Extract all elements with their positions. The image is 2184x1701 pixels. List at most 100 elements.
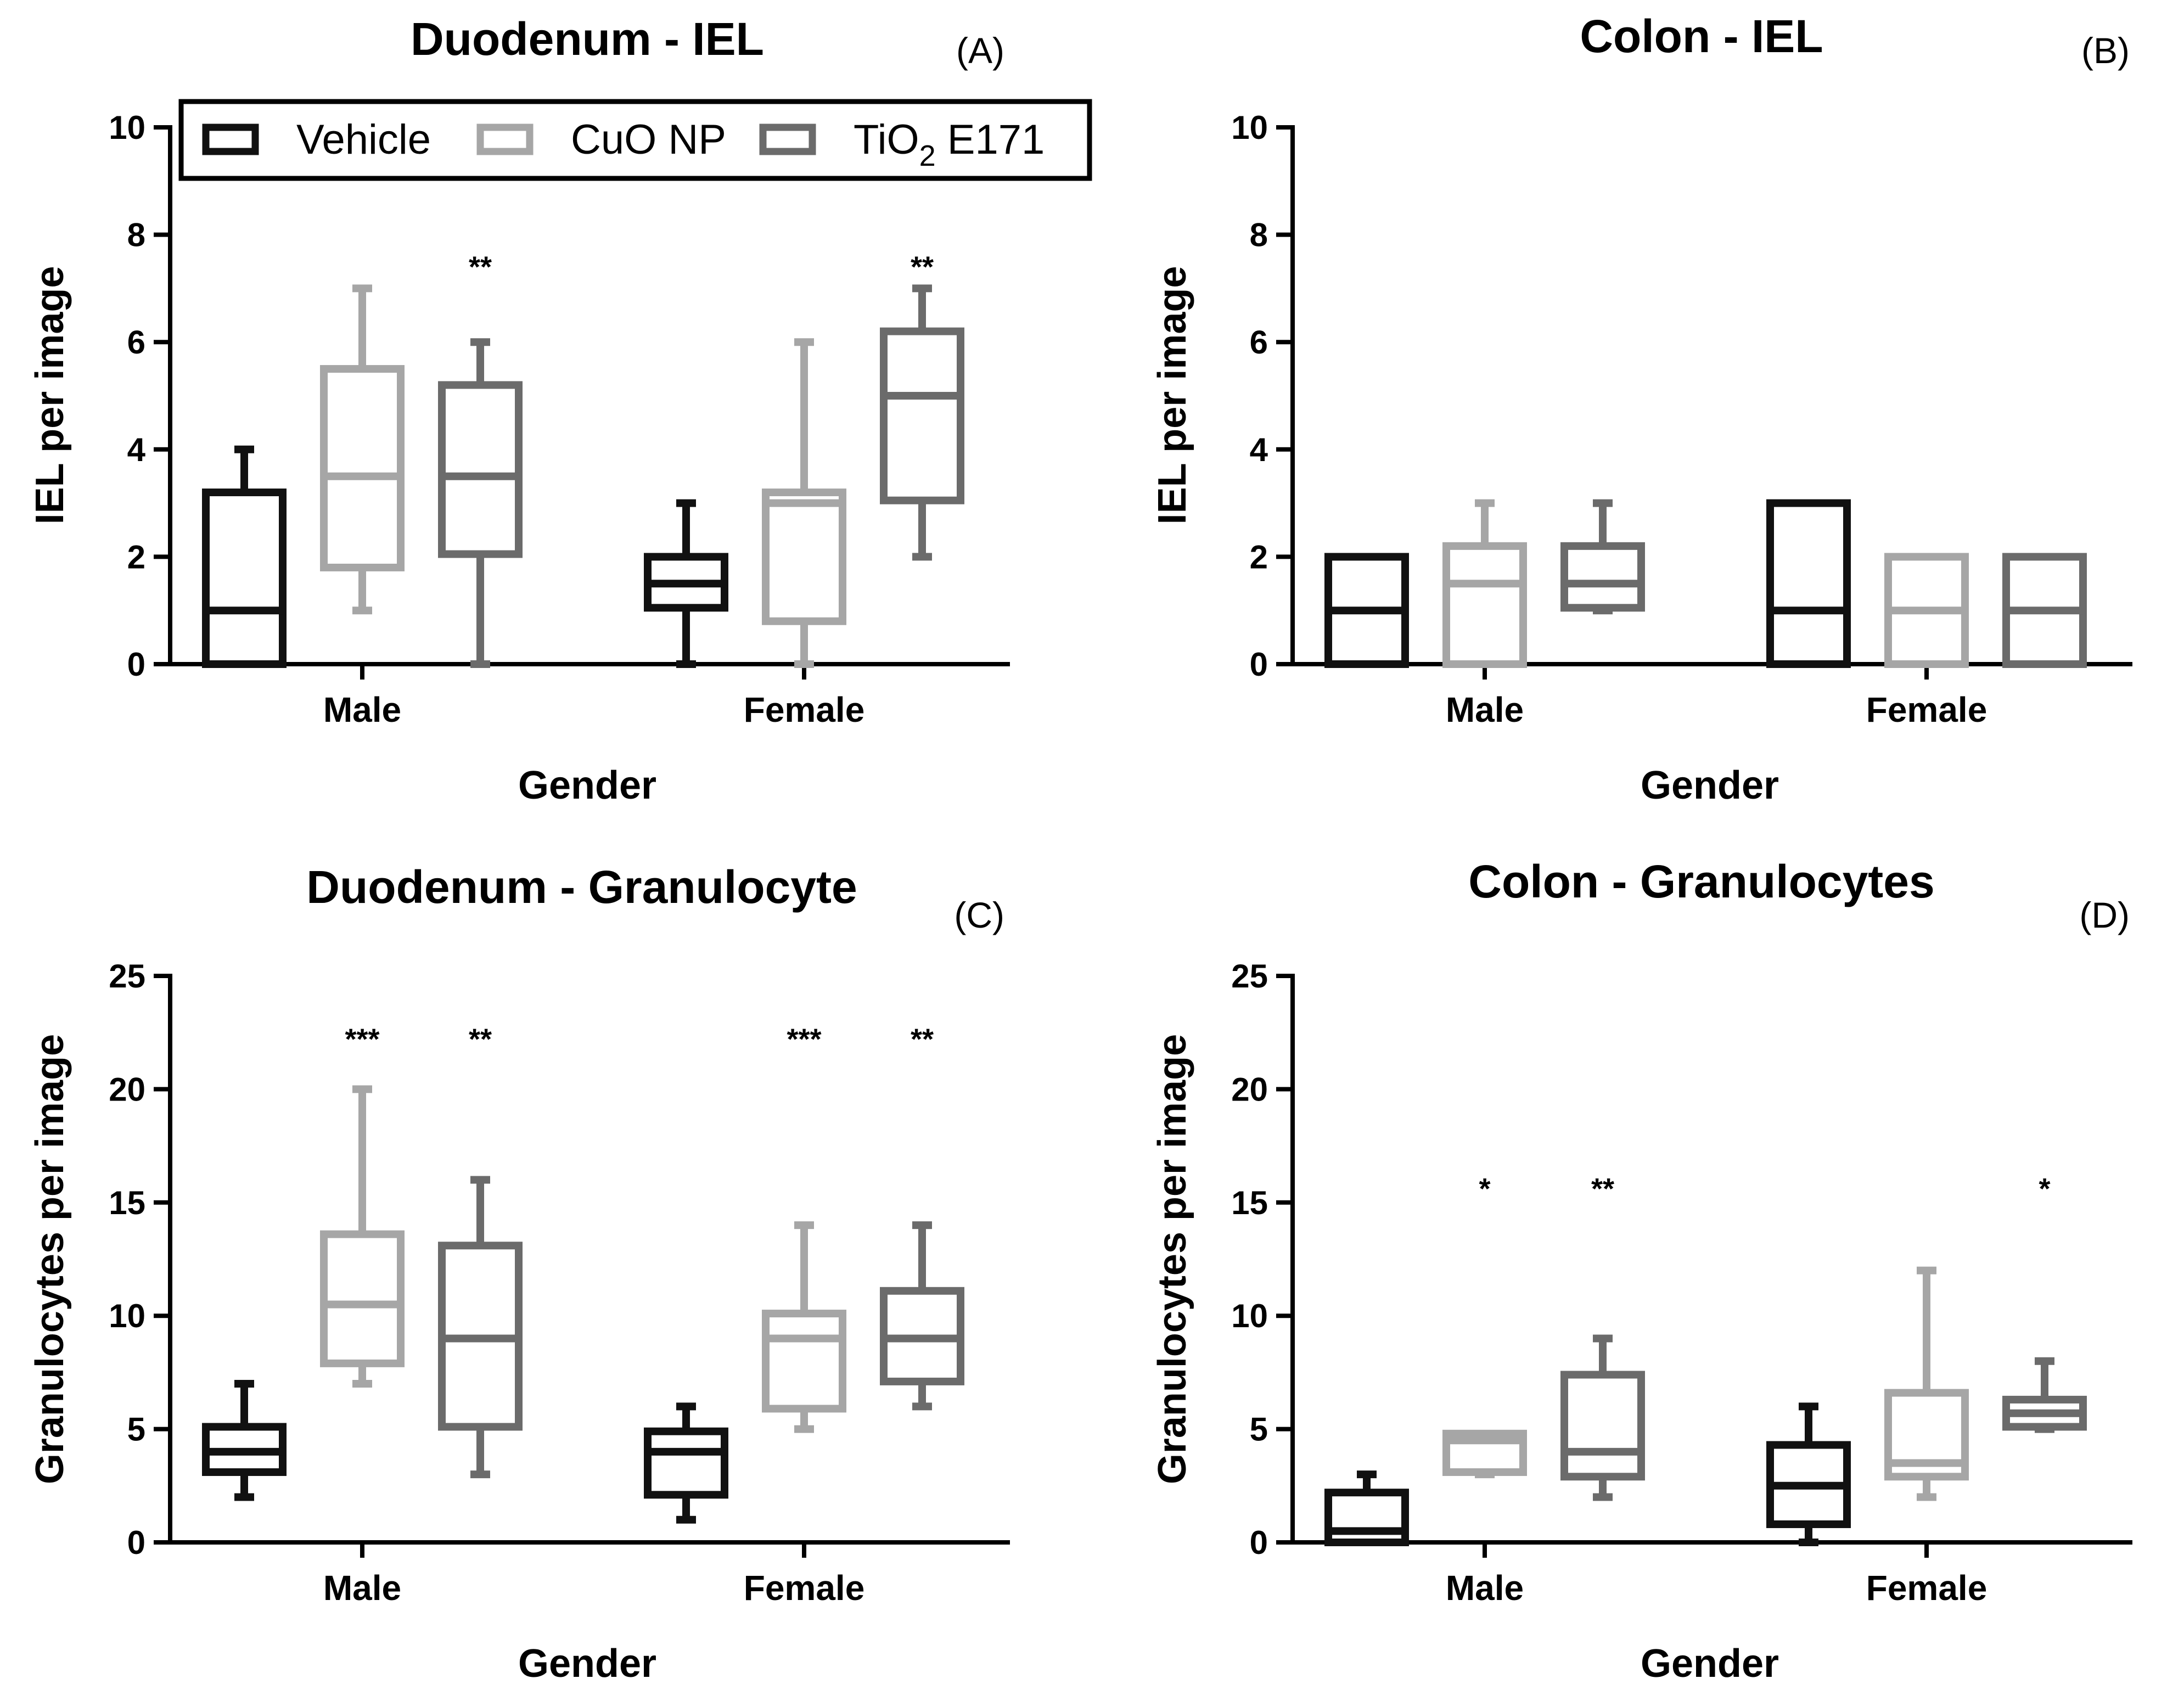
box-cuo-np-male: ***	[320, 1023, 405, 1388]
box-body	[1324, 1489, 1409, 1547]
box-cuo-np-male	[1442, 499, 1527, 669]
legend-label: TiO2 E171	[854, 116, 1045, 172]
y-tick-label: 0	[1250, 1524, 1268, 1561]
x-tick-label: Male	[1446, 690, 1524, 729]
x-axis-label: Gender	[518, 764, 656, 807]
panel-b: Colon - IEL (B) 0 2 4 6 8 10 Male Female Gender IEL…	[1150, 10, 2132, 807]
box-body	[320, 365, 405, 571]
panel-letter: (B)	[2081, 30, 2130, 71]
y-tick-label: 2	[127, 538, 145, 575]
y-tick-label: 25	[109, 958, 145, 995]
chart-title: Colon - IEL	[1580, 10, 1823, 62]
legend-label: CuO NP	[571, 116, 726, 163]
y-tick-label: 15	[109, 1184, 145, 1221]
y-tick-label: 25	[1231, 958, 1268, 995]
box-tio2-e171-male: **	[438, 250, 523, 668]
box-body	[762, 489, 846, 625]
y-axis-label: Granulocytes per image	[1150, 1034, 1194, 1484]
box-body	[1560, 542, 1645, 612]
y-tick-label: 4	[127, 431, 146, 468]
y-tick-label: 10	[1231, 109, 1268, 146]
legend-frame	[178, 99, 1092, 181]
significance-label: **	[469, 1023, 492, 1056]
y-tick-label: 0	[1250, 646, 1268, 683]
legend-label-subscript: 2	[919, 139, 936, 172]
x-tick-label: Female	[1866, 690, 1988, 729]
legend-swatch	[202, 123, 259, 155]
box-cuo-np-female	[1884, 1266, 1969, 1501]
box-vehicle-female	[644, 499, 728, 668]
box-vehicle-male	[202, 1380, 287, 1501]
y-tick-label: 5	[127, 1411, 145, 1448]
significance-label: **	[911, 250, 934, 283]
box-body	[438, 381, 523, 558]
x-tick-label: Male	[323, 690, 401, 729]
box-body	[1884, 1389, 1969, 1481]
legend-swatch	[476, 123, 534, 155]
chart-title: Colon - Granulocytes	[1468, 856, 1934, 907]
panel-letter: (D)	[2079, 895, 2130, 935]
legend-item-tio2-e171: TiO2 E171	[759, 116, 1045, 172]
y-axis-label: IEL per image	[1150, 266, 1194, 525]
box-body	[1442, 542, 1527, 669]
x-axis-label: Gender	[1641, 1642, 1779, 1686]
box-body	[644, 1427, 728, 1499]
legend: Vehicle CuO NP TiO2 E171	[178, 99, 1092, 181]
box-cuo-np-male: *	[1442, 1172, 1527, 1479]
y-tick-label: 2	[1250, 538, 1268, 575]
box-tio2-e171-female: *	[2002, 1172, 2087, 1433]
x-tick-label: Female	[1866, 1568, 1988, 1608]
chart-title: Duodenum - Granulocyte	[306, 861, 857, 913]
chart-title: Duodenum - IEL	[411, 13, 764, 65]
legend-label-tail: E171	[936, 116, 1045, 163]
significance-label: **	[911, 1023, 934, 1056]
box-cuo-np-male	[320, 284, 405, 615]
x-tick-label: Male	[1446, 1568, 1524, 1608]
box-vehicle-female	[1766, 499, 1851, 668]
box-body	[1766, 499, 1851, 668]
box-vehicle-female	[644, 1402, 728, 1524]
significance-label: **	[1591, 1172, 1614, 1205]
box-vehicle-male	[1324, 1470, 1409, 1547]
box-body	[1442, 1429, 1527, 1477]
y-axis-label: Granulocytes per image	[28, 1034, 72, 1484]
y-tick-label: 15	[1231, 1184, 1268, 1221]
x-tick-label: Female	[744, 690, 865, 729]
box-tio2-e171-female: **	[880, 1023, 964, 1411]
box-body	[202, 489, 287, 668]
x-tick-label: Male	[323, 1568, 401, 1608]
y-tick-label: 8	[1250, 217, 1268, 254]
box-tio2-e171-female: **	[880, 250, 964, 561]
box-cuo-np-female: ***	[762, 1023, 846, 1433]
box-body	[762, 1310, 846, 1413]
panel-a: Duodenum - IEL (A) 0 2 4 6 8 10 Male Female Gender…	[28, 13, 1010, 807]
box-cuo-np-female	[1884, 553, 1969, 669]
box-tio2-e171-male	[1560, 499, 1645, 615]
box-tio2-e171-female	[2002, 553, 2087, 669]
panel-c: Duodenum - Granulocyte (C) 0 5 10 15 20 25 Male F…	[28, 861, 1010, 1686]
x-axis-label: Gender	[1641, 764, 1779, 807]
y-tick-label: 10	[1231, 1298, 1268, 1334]
legend-label-main: TiO	[854, 116, 919, 163]
y-axis-label: IEL per image	[28, 266, 72, 525]
y-tick-label: 4	[1250, 431, 1268, 468]
box-tio2-e171-male: **	[1560, 1172, 1645, 1501]
box-vehicle-male	[202, 445, 287, 668]
box-body	[1560, 1371, 1645, 1481]
legend-item-cuo-np: CuO NP	[476, 116, 726, 163]
significance-label: ***	[787, 1023, 821, 1056]
y-tick-label: 0	[127, 1524, 145, 1561]
y-tick-label: 20	[109, 1071, 145, 1108]
x-axis-label: Gender	[518, 1642, 656, 1686]
significance-label: **	[469, 250, 492, 283]
legend-swatch	[759, 123, 816, 155]
box-vehicle-male	[1324, 553, 1409, 669]
x-tick-label: Female	[744, 1568, 865, 1608]
legend-label: Vehicle	[296, 116, 431, 163]
box-body	[320, 1230, 405, 1367]
box-body	[880, 327, 964, 504]
panel-letter: (C)	[954, 895, 1004, 935]
box-tio2-e171-male: **	[438, 1023, 523, 1479]
significance-label: ***	[345, 1023, 379, 1056]
